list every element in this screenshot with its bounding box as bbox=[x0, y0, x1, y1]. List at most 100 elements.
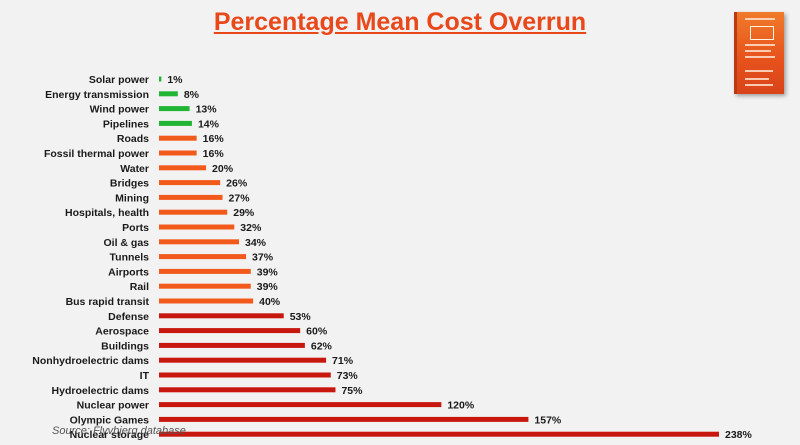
value-label: 75% bbox=[341, 385, 363, 397]
bar bbox=[159, 402, 442, 408]
value-label: 13% bbox=[196, 104, 218, 116]
bar bbox=[159, 298, 254, 304]
bar-group: Tunnels 37% bbox=[110, 252, 274, 264]
bar bbox=[159, 283, 251, 289]
bar bbox=[159, 180, 221, 186]
bar bbox=[159, 194, 223, 200]
bar-group: Water 20% bbox=[120, 163, 234, 175]
category-label: Roads bbox=[117, 133, 149, 145]
bar-group: Wind power 13% bbox=[90, 104, 218, 116]
value-label: 39% bbox=[257, 266, 279, 278]
bar-group: Pipelines 14% bbox=[103, 118, 220, 130]
category-label: Airports bbox=[108, 266, 149, 278]
bar-group: Bus rapid transit 40% bbox=[66, 296, 281, 308]
value-label: 37% bbox=[252, 252, 274, 264]
category-label: Aerospace bbox=[95, 326, 149, 338]
category-label: Rail bbox=[130, 281, 149, 293]
category-label: Olympic Games bbox=[70, 414, 150, 426]
bar bbox=[159, 268, 251, 274]
value-label: 157% bbox=[534, 414, 562, 426]
value-label: 40% bbox=[259, 296, 281, 308]
bar-group: Roads 16% bbox=[117, 133, 224, 145]
bar-group: Rail 39% bbox=[130, 281, 279, 293]
bar-group: Bridges 26% bbox=[110, 178, 248, 190]
bar-group: Olympic Games 157% bbox=[70, 414, 562, 426]
bar-group: Solar power 1% bbox=[89, 74, 183, 86]
bar bbox=[159, 357, 327, 363]
value-label: 62% bbox=[311, 340, 333, 352]
source-note: Source: Flyvbjerg database bbox=[52, 425, 186, 437]
category-label: Nuclear storage bbox=[70, 429, 150, 441]
category-label: Pipelines bbox=[103, 118, 149, 130]
bar-group: Hospitals, health 29% bbox=[65, 207, 255, 219]
value-label: 71% bbox=[332, 355, 354, 367]
bar-group: Fossil thermal power 16% bbox=[44, 148, 224, 160]
bar-group: Hydroelectric dams 75% bbox=[52, 385, 364, 397]
category-label: Solar power bbox=[89, 74, 149, 86]
bar-group: Ports 32% bbox=[122, 222, 262, 234]
bar-group: Nuclear power 120% bbox=[77, 400, 475, 412]
category-label: Tunnels bbox=[110, 252, 150, 264]
chart-title: Percentage Mean Cost Overrun bbox=[213, 8, 587, 36]
value-label: 20% bbox=[212, 163, 234, 175]
bar-group: Nonhydroelectric dams 71% bbox=[32, 355, 353, 367]
bar bbox=[159, 342, 305, 348]
category-label: Nuclear power bbox=[77, 400, 149, 412]
bar bbox=[159, 431, 719, 437]
category-label: Defense bbox=[108, 311, 149, 323]
bar bbox=[159, 328, 301, 334]
bar bbox=[159, 91, 178, 97]
category-label: Hospitals, health bbox=[65, 207, 149, 219]
bar bbox=[159, 165, 207, 171]
bar bbox=[159, 106, 190, 112]
bar bbox=[159, 120, 192, 126]
bar-group: Defense 53% bbox=[108, 311, 311, 323]
value-label: 14% bbox=[198, 118, 220, 130]
value-label: 53% bbox=[290, 311, 312, 323]
value-label: 238% bbox=[725, 429, 753, 441]
category-label: Hydroelectric dams bbox=[52, 385, 150, 397]
bar bbox=[159, 76, 162, 82]
bar-group: Oil & gas 34% bbox=[103, 237, 266, 249]
bar-group: Nuclear storage 238% bbox=[70, 429, 753, 441]
bar bbox=[159, 150, 197, 156]
bar bbox=[159, 387, 336, 393]
bar-group: Mining 27% bbox=[115, 192, 250, 204]
value-label: 16% bbox=[203, 133, 225, 145]
value-label: 120% bbox=[447, 400, 475, 412]
value-label: 16% bbox=[203, 148, 225, 160]
value-label: 1% bbox=[167, 74, 183, 86]
bar bbox=[159, 313, 284, 319]
category-label: Bridges bbox=[110, 178, 149, 190]
bar bbox=[159, 135, 197, 141]
category-label: Buildings bbox=[101, 340, 149, 352]
bar bbox=[159, 416, 529, 422]
category-label: Energy transmission bbox=[45, 89, 149, 101]
value-label: 32% bbox=[240, 222, 262, 234]
category-label: Mining bbox=[115, 192, 149, 204]
bars-layer: Solar power 1% Energy transmission 8% Wind p… bbox=[32, 74, 752, 441]
bar bbox=[159, 224, 235, 230]
value-label: 34% bbox=[245, 237, 267, 249]
category-label: Nonhydroelectric dams bbox=[32, 355, 149, 367]
category-label: Bus rapid transit bbox=[66, 296, 150, 308]
category-label: Fossil thermal power bbox=[44, 148, 149, 160]
bar bbox=[159, 239, 239, 245]
bar bbox=[159, 209, 228, 215]
value-label: 26% bbox=[226, 178, 248, 190]
value-label: 8% bbox=[184, 89, 200, 101]
category-label: Oil & gas bbox=[103, 237, 149, 249]
bar bbox=[159, 372, 331, 378]
category-label: Ports bbox=[122, 222, 149, 234]
category-label: Wind power bbox=[90, 104, 149, 116]
bar-group: Airports 39% bbox=[108, 266, 278, 278]
value-label: 39% bbox=[257, 281, 279, 293]
bar-group: IT 73% bbox=[140, 370, 359, 382]
value-label: 29% bbox=[233, 207, 255, 219]
bar-group: Aerospace 60% bbox=[95, 326, 328, 338]
value-label: 60% bbox=[306, 326, 328, 338]
category-label: IT bbox=[140, 370, 150, 382]
bar-group: Buildings 62% bbox=[101, 340, 332, 352]
value-label: 73% bbox=[337, 370, 359, 382]
